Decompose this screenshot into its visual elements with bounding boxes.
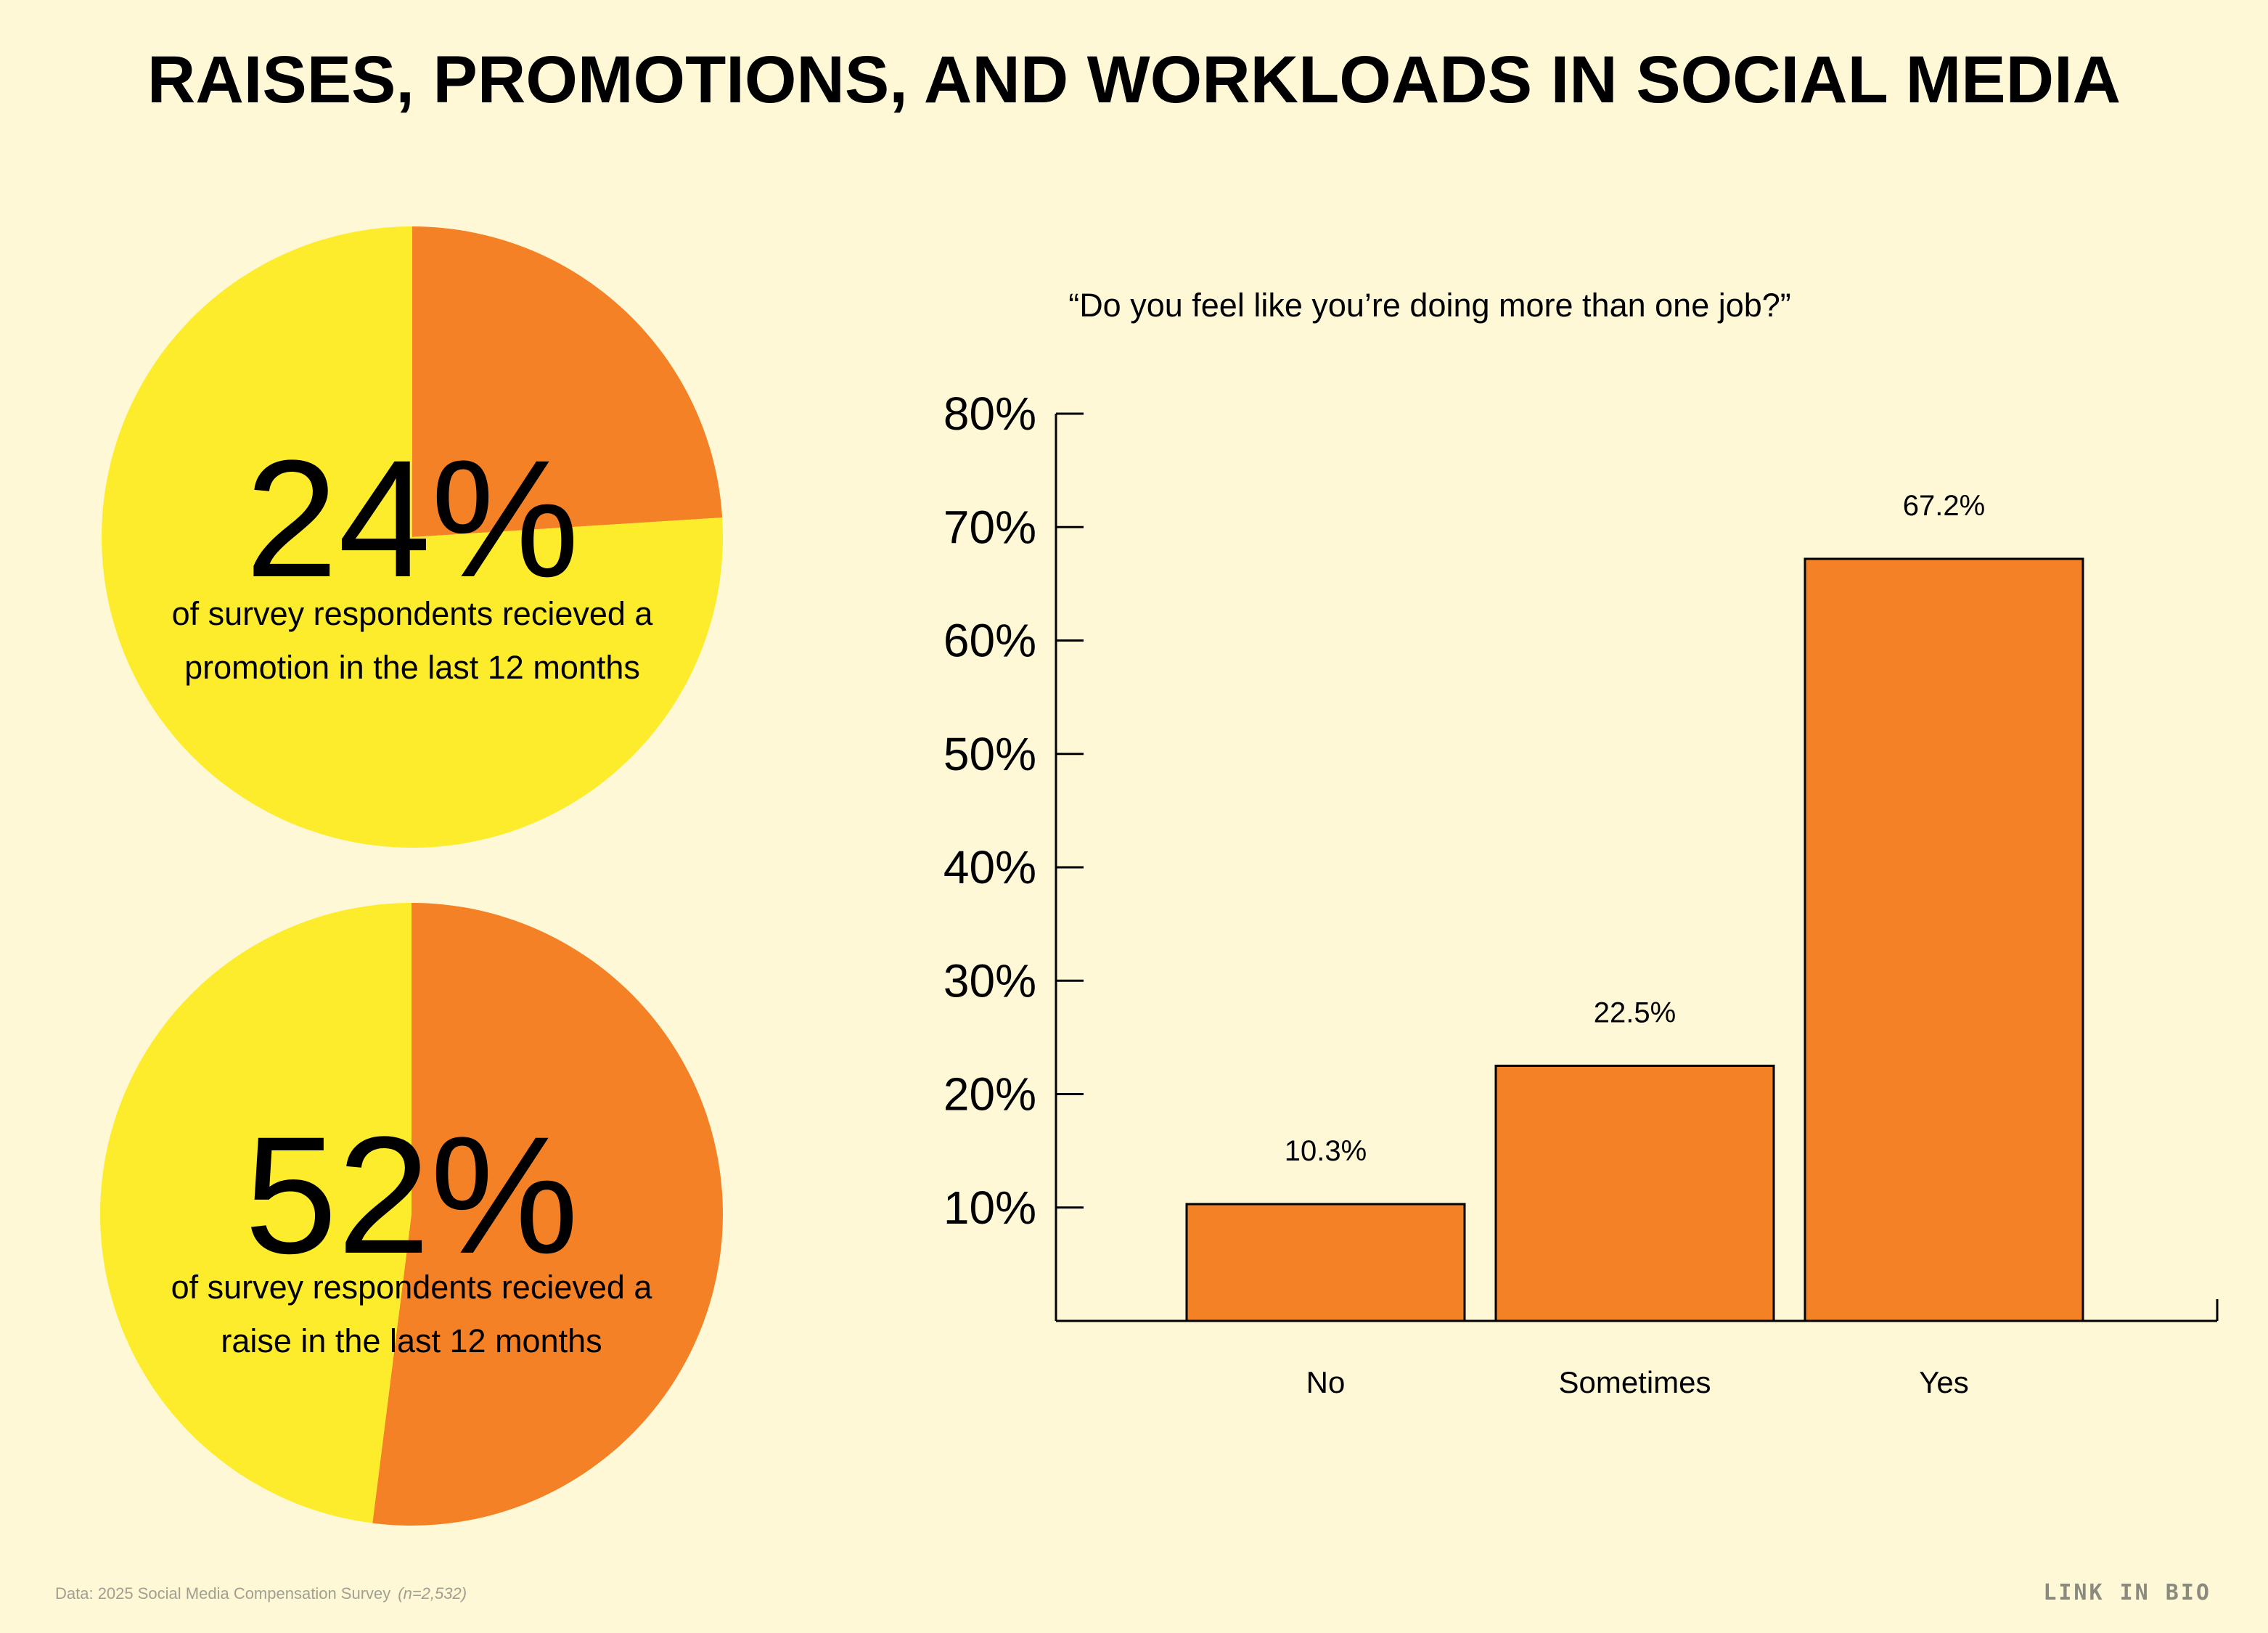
y-tick-label: 80% xyxy=(943,388,1036,440)
bar-value-label: 22.5% xyxy=(1594,996,1676,1028)
bar-chart-title: “Do you feel like you’re doing more than… xyxy=(1068,287,1791,324)
y-tick-label: 10% xyxy=(943,1182,1036,1234)
promotion-pie-panel: 24% of survey respondents recieved a pro… xyxy=(100,225,724,849)
page-title: RAISES, PROMOTIONS, AND WORKLOADS IN SOC… xyxy=(147,43,2121,117)
data-source-text: Data: 2025 Social Media Compensation Sur… xyxy=(55,1584,391,1603)
y-tick-label: 70% xyxy=(943,501,1036,553)
promotion-pie-slice-0 xyxy=(412,226,723,537)
bar-value-label: 67.2% xyxy=(1903,490,1985,522)
promotion-caption-line1: of survey respondents recieved a xyxy=(171,595,653,632)
bar-sometimes xyxy=(1494,1064,1775,1322)
raise-pie-panel: 52% of survey respondents recieved a rai… xyxy=(99,901,724,1527)
x-category-label: Sometimes xyxy=(1558,1365,1711,1399)
y-tick-label: 20% xyxy=(943,1068,1036,1121)
bar-yes xyxy=(1804,557,2084,1322)
raise-caption-line1: of survey respondents recieved a xyxy=(171,1269,652,1306)
promotion-percentage: 24% xyxy=(245,425,580,612)
y-tick-label: 30% xyxy=(943,954,1036,1007)
x-category-label: No xyxy=(1306,1365,1346,1399)
raise-pie xyxy=(99,903,723,1526)
y-tick-label: 50% xyxy=(943,728,1036,780)
raise-pie-slice-1 xyxy=(99,903,412,1523)
promotion-caption-line2: promotion in the last 12 months xyxy=(184,649,640,686)
y-tick-label: 60% xyxy=(943,615,1036,667)
promotion-pie-slice-1 xyxy=(101,226,724,848)
promotion-pie xyxy=(101,226,724,848)
sample-size: (n=2,532) xyxy=(398,1584,467,1603)
data-source-note: Data: 2025 Social Media Compensation Sur… xyxy=(55,1584,467,1603)
brand-logo: LINK IN BIO xyxy=(2043,1580,2211,1605)
raise-percentage: 52% xyxy=(244,1102,579,1288)
bar-no xyxy=(1185,1203,1466,1322)
bar-value-label: 10.3% xyxy=(1285,1135,1367,1167)
y-tick-label: 40% xyxy=(943,841,1036,893)
raise-pie-slice-0 xyxy=(372,903,723,1526)
x-category-label: Yes xyxy=(1919,1365,1969,1399)
raise-caption-line2: raise in the last 12 months xyxy=(221,1322,602,1359)
